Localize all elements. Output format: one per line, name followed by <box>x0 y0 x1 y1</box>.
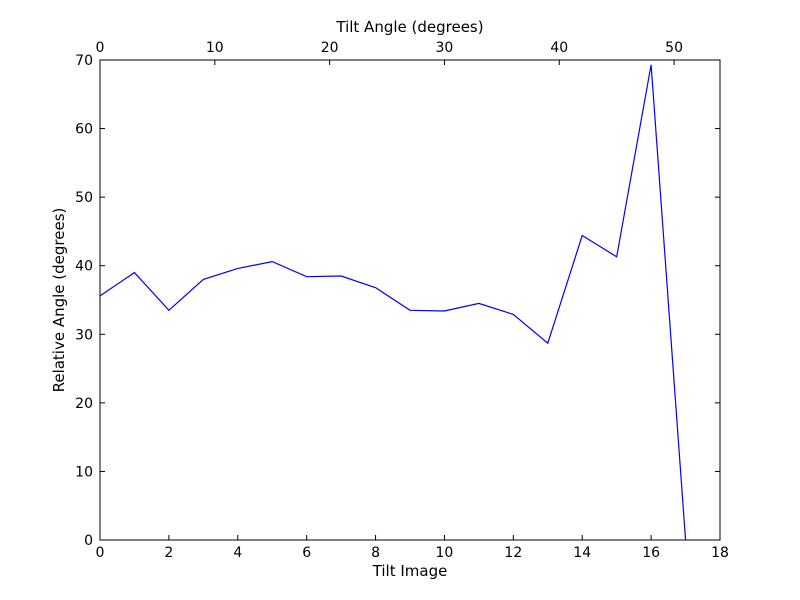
y-axis-label: Relative Angle (degrees) <box>50 208 68 393</box>
x-tick-label: 12 <box>504 545 522 561</box>
x-tick-label: 6 <box>302 545 311 561</box>
series-layer <box>99 64 687 541</box>
x-tick-label: 10 <box>436 545 454 561</box>
x-tick-label: 16 <box>642 545 660 561</box>
y-tick-label: 20 <box>75 396 93 412</box>
plot-area-frame <box>99 59 721 541</box>
top-x-tick-label: 30 <box>436 40 454 56</box>
x-tick-label: 2 <box>164 545 173 561</box>
top-x-tick-label: 20 <box>321 40 339 56</box>
x-axis-label: Tilt Image <box>372 562 448 580</box>
x-tick-label: 0 <box>96 545 105 561</box>
y-tick-label: 30 <box>75 327 93 343</box>
top-x-axis-label: Tilt Angle (degrees) <box>335 18 483 36</box>
y-tick-label: 10 <box>75 464 93 480</box>
x-tick-label: 4 <box>233 545 242 561</box>
x-tick-label: 8 <box>371 545 380 561</box>
ticks-layer: 0 2 4 6 8 10 12 14 16 18 0 10 20 30 40 50 0 10 20 30 40 50 60 7… <box>75 40 729 561</box>
series-line <box>99 64 687 541</box>
y-tick-label: 0 <box>84 533 93 549</box>
top-x-tick-label: 0 <box>96 40 105 56</box>
y-tick-label: 40 <box>75 259 93 275</box>
x-tick-label: 14 <box>573 545 591 561</box>
y-tick-label: 50 <box>75 190 93 206</box>
top-x-tick-label: 40 <box>550 40 568 56</box>
x-tick-label: 18 <box>711 545 729 561</box>
y-tick-label: 60 <box>75 122 93 138</box>
y-tick-label: 70 <box>75 53 93 69</box>
top-x-tick-label: 50 <box>665 40 683 56</box>
top-x-tick-label: 10 <box>206 40 224 56</box>
